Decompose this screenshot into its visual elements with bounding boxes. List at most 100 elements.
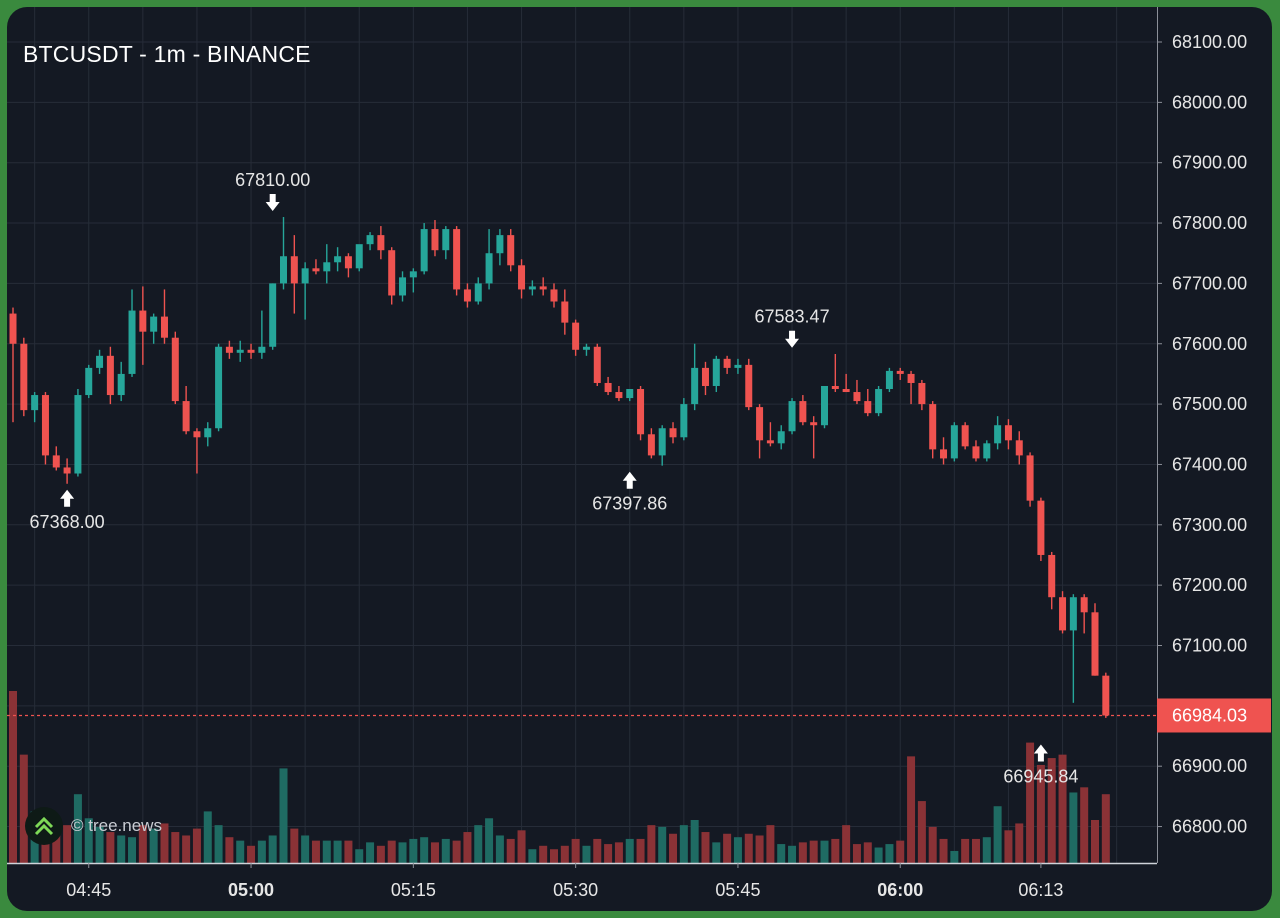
volume-bar xyxy=(842,825,851,863)
candle-body xyxy=(1102,675,1110,716)
volume-bar xyxy=(971,838,980,863)
volume-bar xyxy=(1004,830,1013,863)
candle-body xyxy=(593,346,601,383)
candle-body xyxy=(301,268,309,284)
current-price-label: 66984.03 xyxy=(1172,705,1247,725)
candle-body xyxy=(20,343,28,411)
candle-body xyxy=(539,286,547,290)
x-tick-label: 05:00 xyxy=(228,880,274,900)
up-arrow-icon xyxy=(1033,744,1048,762)
candle-body xyxy=(377,235,385,251)
volume-bar xyxy=(409,838,418,863)
candle-body xyxy=(182,401,190,432)
candle-body xyxy=(561,301,569,323)
candle-body xyxy=(106,355,114,396)
candle-body xyxy=(171,337,179,402)
candle-body xyxy=(994,425,1002,444)
volume-bar xyxy=(733,837,742,863)
candlestick-chart[interactable]: 67368.00 67810.00 67397.86 67583.47 66945.84… xyxy=(7,7,1272,911)
candle-body xyxy=(1091,612,1099,676)
volume-bar xyxy=(225,837,234,863)
volume-bar xyxy=(582,845,591,863)
annotation-label: 67810.00 xyxy=(235,170,310,190)
candle-body xyxy=(399,277,407,296)
candle-body xyxy=(788,401,796,432)
candle-body xyxy=(507,235,515,266)
candle-body xyxy=(74,395,82,474)
candle-body xyxy=(604,382,612,393)
volume-bar xyxy=(279,768,288,863)
candle-body xyxy=(983,443,991,459)
volume-bar xyxy=(1026,742,1035,863)
candle-body xyxy=(853,392,861,402)
candle-body xyxy=(204,428,212,438)
volume-bar xyxy=(863,842,872,863)
candle-body xyxy=(85,367,93,396)
volume-bar xyxy=(939,838,948,863)
volume-bar xyxy=(1101,794,1110,863)
y-tick-label: 68000.00 xyxy=(1172,92,1247,112)
volume-bar xyxy=(647,825,656,863)
candle-body xyxy=(1004,425,1012,441)
candle-body xyxy=(691,367,699,405)
volume-bar xyxy=(322,840,331,863)
volume-bar xyxy=(961,838,970,863)
volume-bar xyxy=(907,756,916,863)
candle-body xyxy=(626,389,634,399)
volume-bar xyxy=(333,840,342,863)
candle-body xyxy=(734,364,742,368)
volume-bar xyxy=(171,832,180,863)
volume-bar xyxy=(366,842,375,863)
y-tick-label: 67500.00 xyxy=(1172,394,1247,414)
volume-bar xyxy=(452,840,461,863)
volume-bar xyxy=(236,840,245,863)
volume-bar xyxy=(128,837,137,863)
volume-bar xyxy=(669,833,678,863)
volume-bar xyxy=(809,840,818,863)
volume-bar xyxy=(192,828,201,863)
volume-bar xyxy=(614,842,623,863)
volume-bar xyxy=(593,838,602,863)
x-tick-label: 04:45 xyxy=(66,880,111,900)
candle-body xyxy=(323,262,331,272)
volume-bar xyxy=(344,840,353,863)
up-arrow-icon xyxy=(60,489,75,507)
candle-body xyxy=(31,395,39,411)
candle-body xyxy=(799,401,807,423)
y-tick-label: 67600.00 xyxy=(1172,334,1247,354)
volume-bar xyxy=(398,842,407,863)
candle-body xyxy=(258,346,266,353)
candle-body xyxy=(950,425,958,459)
candle-body xyxy=(41,395,49,456)
volume-bar xyxy=(203,811,212,863)
candle-body xyxy=(236,349,244,353)
candle-body xyxy=(1026,455,1034,501)
volume-bar xyxy=(1015,823,1024,863)
volume-bar xyxy=(311,840,320,863)
x-tick-label: 05:30 xyxy=(553,880,598,900)
candle-body xyxy=(96,355,104,368)
tree-news-logo xyxy=(25,807,63,845)
candle-body xyxy=(929,404,937,450)
candle-body xyxy=(896,370,904,374)
volume-bar xyxy=(928,826,937,863)
candle-body xyxy=(647,434,655,456)
volume-bar xyxy=(874,847,883,863)
candle-body xyxy=(972,446,980,459)
candle-body xyxy=(63,467,71,474)
candle-body xyxy=(1015,440,1023,456)
y-tick-label: 67700.00 xyxy=(1172,273,1247,293)
candle-body xyxy=(128,310,136,374)
y-tick-label: 67200.00 xyxy=(1172,575,1247,595)
candle-body xyxy=(193,431,201,438)
annotation-label: 67397.86 xyxy=(592,494,667,514)
volume-bar xyxy=(658,826,667,863)
up-arrow-icon xyxy=(622,471,637,489)
volume-bar xyxy=(257,840,266,863)
volume-bar xyxy=(9,691,17,863)
y-tick-label: 67800.00 xyxy=(1172,213,1247,233)
volume-bar xyxy=(106,832,115,863)
candle-body xyxy=(225,346,233,353)
candle-body xyxy=(680,404,688,438)
y-tick-label: 67900.00 xyxy=(1172,153,1247,173)
